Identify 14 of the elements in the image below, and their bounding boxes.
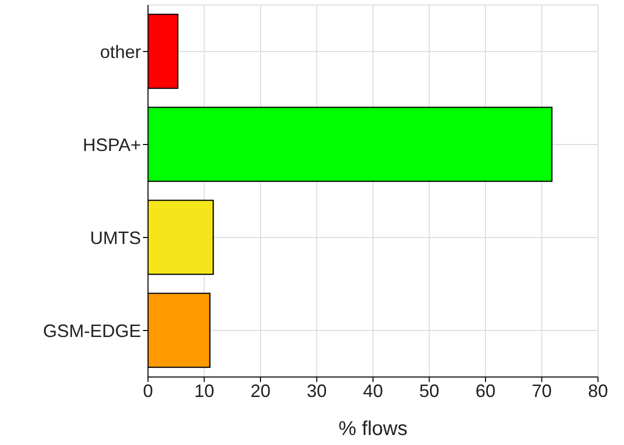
x-tick-label: 30 (306, 380, 327, 401)
x-tick-label: 60 (475, 380, 496, 401)
y-tick-label: HSPA+ (82, 134, 141, 155)
y-tick-label: UMTS (90, 228, 141, 248)
y-tick-label: other (100, 42, 141, 62)
x-tick-label: 70 (532, 380, 552, 401)
x-tick-label: 10 (194, 380, 214, 401)
y-tick-label: GSM-EDGE (42, 320, 141, 341)
x-tick-label: 80 (588, 380, 608, 401)
x-tick-label: 20 (250, 380, 271, 401)
x-tick-label: 50 (419, 380, 440, 401)
x-tick-label: 0 (142, 380, 154, 401)
x-tick-label: 40 (362, 380, 384, 401)
x-axis-title: % flows (338, 418, 408, 440)
